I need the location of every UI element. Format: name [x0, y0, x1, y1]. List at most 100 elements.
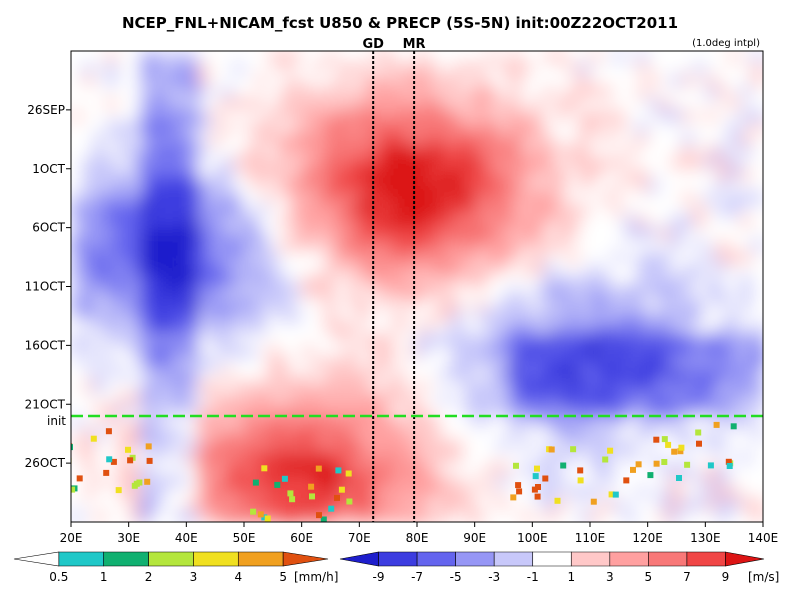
wind-cell: [566, 215, 580, 229]
wind-cell: [624, 451, 638, 465]
wind-cell: [428, 192, 441, 206]
wind-cell: [324, 427, 338, 441]
wind-cell: [393, 298, 407, 312]
wind-cell: [94, 251, 107, 264]
wind-cell: [393, 310, 407, 323]
wind-cell: [555, 439, 568, 453]
wind-cell: [405, 263, 418, 276]
wind-cell: [278, 298, 292, 312]
precip-cell: [665, 441, 672, 448]
wind-cell: [682, 121, 695, 135]
wind-cell: [613, 451, 626, 465]
wind-cell: [417, 486, 430, 500]
wind-cell: [151, 180, 165, 194]
wind-cell: [497, 486, 511, 500]
wind-cell: [693, 357, 707, 370]
wind-cell: [566, 368, 580, 382]
wind-cell: [670, 145, 684, 158]
wind-cell: [647, 439, 661, 453]
wind-cell: [359, 451, 372, 465]
wind-cell: [232, 51, 245, 64]
wind-cell: [739, 310, 753, 323]
wind-cell: [393, 263, 407, 276]
wind-cell: [313, 416, 326, 429]
wind-cell: [474, 510, 488, 522]
wind-cell: [520, 121, 534, 135]
wind-cell: [244, 404, 257, 418]
wind-cell: [174, 121, 188, 135]
wind-cell: [336, 263, 349, 276]
wind-cell: [520, 392, 534, 406]
wind-cell: [532, 62, 545, 76]
wind-cell: [440, 274, 453, 288]
wind-cell: [601, 239, 614, 253]
wind-cell: [520, 357, 534, 370]
wind-cell: [716, 474, 730, 488]
precip-cell: [695, 429, 702, 436]
wind-cell: [267, 145, 280, 158]
wind-cell: [601, 109, 614, 123]
wind-cell: [520, 333, 534, 347]
wind-cell: [497, 380, 511, 394]
wind-cell: [140, 427, 153, 441]
wind-cell: [105, 263, 119, 276]
wind-cell: [751, 98, 763, 111]
wind-cell: [140, 286, 153, 300]
wind-cell: [174, 62, 188, 76]
wind-cell: [566, 451, 580, 465]
u850-colorbar-level-label: -5: [450, 570, 462, 584]
wind-cell: [613, 310, 626, 323]
wind-cell: [601, 357, 614, 370]
wind-cell: [94, 498, 107, 512]
wind-cell: [255, 427, 268, 441]
wind-cell: [590, 109, 603, 123]
u850-colorbar-level-label: 1: [567, 570, 575, 584]
wind-cell: [393, 451, 407, 465]
wind-cell: [347, 263, 361, 276]
wind-cell: [290, 239, 303, 253]
wind-cell: [532, 157, 545, 170]
wind-cell: [232, 427, 245, 441]
wind-cell: [682, 416, 695, 429]
wind-cell: [71, 380, 84, 394]
wind-cell: [382, 74, 395, 88]
wind-cell: [359, 274, 372, 288]
u850-colorbar-swatch: [416, 551, 456, 567]
wind-cell: [232, 74, 245, 88]
wind-cell: [728, 98, 741, 111]
wind-cell: [520, 451, 534, 465]
wind-cell: [405, 62, 418, 76]
wind-cell: [382, 357, 395, 370]
wind-cell: [590, 133, 603, 147]
wind-cell: [590, 451, 603, 465]
wind-cell: [728, 109, 741, 123]
wind-cell: [693, 274, 707, 288]
wind-cell: [301, 357, 315, 370]
wind-cell: [267, 121, 280, 135]
wind-cell: [739, 439, 753, 453]
wind-cell: [636, 510, 649, 522]
wind-cell: [463, 239, 476, 253]
wind-cell: [682, 333, 695, 347]
wind-cell: [220, 474, 234, 488]
wind-cell: [590, 286, 603, 300]
wind-cell: [590, 510, 603, 522]
precip-cell: [90, 435, 97, 442]
wind-cell: [497, 498, 511, 512]
wind-cell: [474, 145, 488, 158]
wind-cell: [693, 145, 707, 158]
wind-cell: [682, 215, 695, 229]
wind-cell: [244, 168, 257, 182]
wind-cell: [555, 192, 568, 206]
precip-cell: [671, 448, 678, 455]
wind-cell: [163, 498, 176, 512]
wind-cell: [393, 474, 407, 488]
wind-cell: [244, 451, 257, 465]
wind-cell: [647, 157, 661, 170]
wind-cell: [232, 157, 245, 170]
wind-cell: [486, 109, 499, 123]
wind-cell: [451, 380, 465, 394]
wind-cell: [382, 157, 395, 170]
wind-cell: [532, 380, 545, 394]
wind-cell: [336, 404, 349, 418]
